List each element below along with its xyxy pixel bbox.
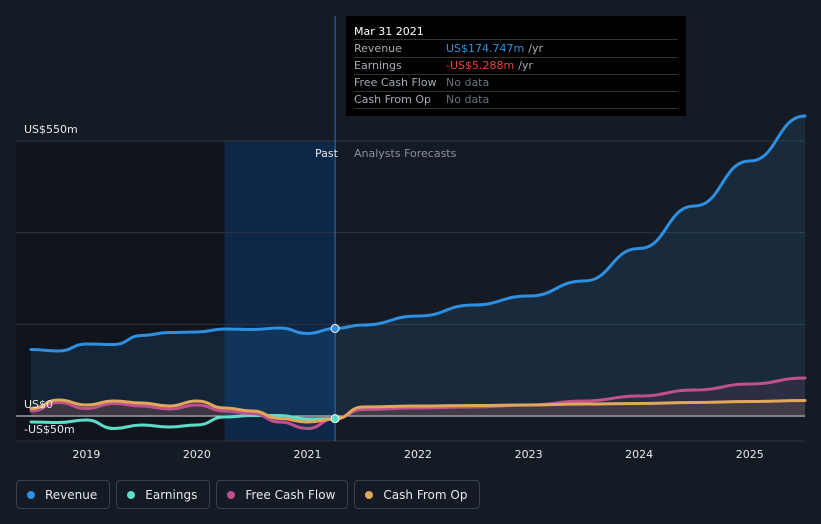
tooltip-label: Earnings [354,59,402,72]
chart-legend: Revenue Earnings Free Cash Flow Cash Fro… [16,480,481,509]
free-cash-flow-line [29,376,807,431]
legend-item-cash-from-op[interactable]: Cash From Op [354,480,481,509]
legend-dot-icon [227,490,236,499]
tooltip-row-earnings: Earnings -US$5.288m /yr [354,58,678,75]
legend-dot-icon [365,490,374,499]
y-tick-label-top: US$550m [24,123,78,136]
legend-label: Revenue [45,487,98,502]
y-tick-label-bottom: -US$50m [24,423,75,436]
data-tooltip: Mar 31 2021 Revenue US$174.747m /yr Earn… [346,16,686,116]
legend-item-earnings[interactable]: Earnings [116,480,211,509]
tooltip-value: -US$5.288m [446,59,515,72]
x-tick-label: 2019 [72,448,100,461]
tooltip-unit: /yr [528,42,543,55]
tooltip-label: Cash From Op [354,93,432,106]
legend-label: Cash From Op [383,487,468,502]
cash-from-op-line [29,398,807,424]
forecast-label: Analysts Forecasts [354,147,457,160]
legend-dot-icon [127,490,136,499]
tooltip-label: Revenue [354,42,402,55]
tooltip-label: Free Cash Flow [354,76,437,89]
highlight-band [224,141,336,441]
x-tick-label: 2020 [183,448,211,461]
legend-label: Earnings [145,487,198,502]
y-tick-label-zero: US$0 [24,398,54,411]
legend-item-revenue[interactable]: Revenue [16,480,111,509]
tooltip-row-cash-from-op: Cash From Op No data [354,92,678,109]
x-tick-label: 2023 [515,448,543,461]
legend-label: Free Cash Flow [245,487,336,502]
tooltip-date: Mar 31 2021 [354,24,678,40]
tooltip-value: US$174.747m [446,42,525,55]
tooltip-row-revenue: Revenue US$174.747m /yr [354,41,678,58]
x-tick-label: 2025 [736,448,764,461]
earnings-marker [330,414,340,424]
revenue-marker [330,324,340,333]
legend-item-free-cash-flow[interactable]: Free Cash Flow [216,480,349,509]
tooltip-row-free-cash-flow: Free Cash Flow No data [354,75,678,92]
x-tick-label: 2021 [293,448,321,461]
past-label: Past [315,147,338,160]
x-tick-label: 2024 [625,448,653,461]
x-tick-label: 2022 [404,448,432,461]
cash-from-op-area [31,400,806,422]
earnings-line [29,414,337,431]
revenue-line [29,114,807,353]
tooltip-value: No data [446,76,490,89]
tooltip-value: No data [446,93,490,106]
legend-dot-icon [27,490,35,499]
revenue-area [31,116,806,416]
tooltip-unit: /yr [518,59,533,72]
